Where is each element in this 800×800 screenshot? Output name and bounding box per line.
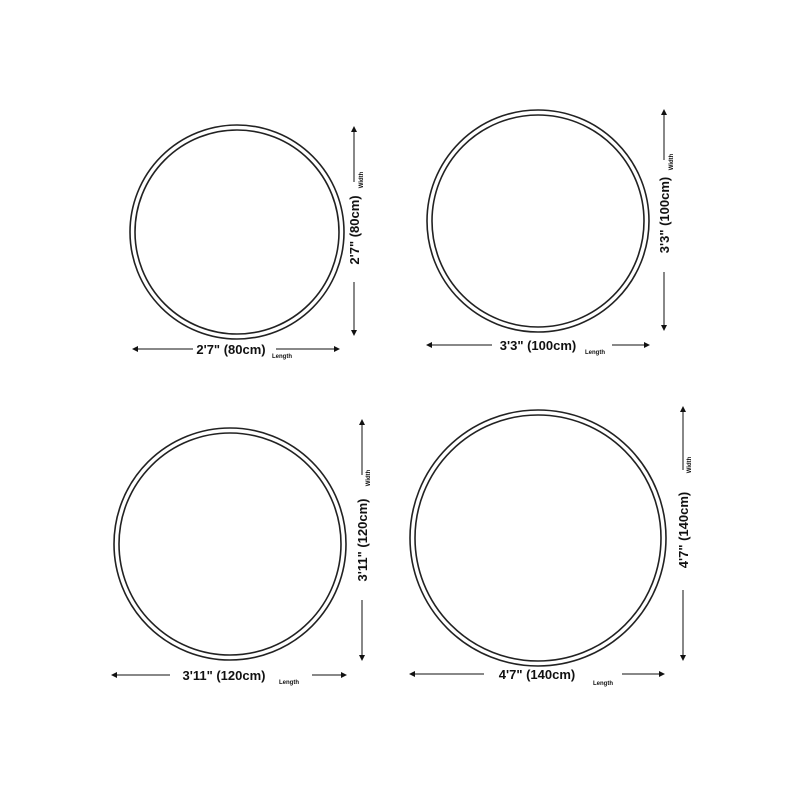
length-label: 3'11" (120cm) bbox=[183, 668, 266, 683]
length-caption: Length bbox=[272, 354, 292, 360]
rug-inner-ring bbox=[414, 414, 662, 662]
length-label: 4'7" (140cm) bbox=[499, 667, 575, 682]
rug-outer-ring bbox=[426, 109, 650, 333]
width-caption: Width bbox=[359, 171, 365, 188]
length-caption: Length bbox=[585, 350, 605, 356]
length-label: 2'7" (80cm) bbox=[196, 342, 265, 357]
rug-outer-ring bbox=[129, 124, 345, 340]
width-label: 4'7" (140cm) bbox=[676, 492, 691, 568]
rug-outer-ring bbox=[113, 427, 347, 661]
length-caption: Length bbox=[593, 681, 613, 687]
width-label: 3'11" (120cm) bbox=[355, 499, 370, 582]
rug-outer-ring bbox=[409, 409, 667, 667]
rug-120cm: 3'11" (120cm) Width 3'11" (120cm) Length bbox=[111, 419, 372, 686]
width-caption: Width bbox=[366, 469, 372, 486]
rug-100cm: 3'3" (100cm) Width 3'3" (100cm) Length bbox=[426, 109, 675, 356]
rug-inner-ring bbox=[134, 129, 340, 335]
width-label: 2'7" (80cm) bbox=[347, 195, 362, 264]
rug-inner-ring bbox=[431, 114, 645, 328]
length-caption: Length bbox=[279, 680, 299, 686]
width-caption: Width bbox=[687, 456, 693, 473]
width-label: 3'3" (100cm) bbox=[657, 177, 672, 253]
rug-80cm: 2'7" (80cm) Width 2'7" (80cm) Length bbox=[129, 124, 365, 360]
rug-140cm: 4'7" (140cm) Width 4'7" (140cm) Length bbox=[409, 406, 693, 687]
rug-inner-ring bbox=[118, 432, 342, 656]
width-caption: Width bbox=[669, 153, 675, 170]
length-label: 3'3" (100cm) bbox=[500, 338, 576, 353]
